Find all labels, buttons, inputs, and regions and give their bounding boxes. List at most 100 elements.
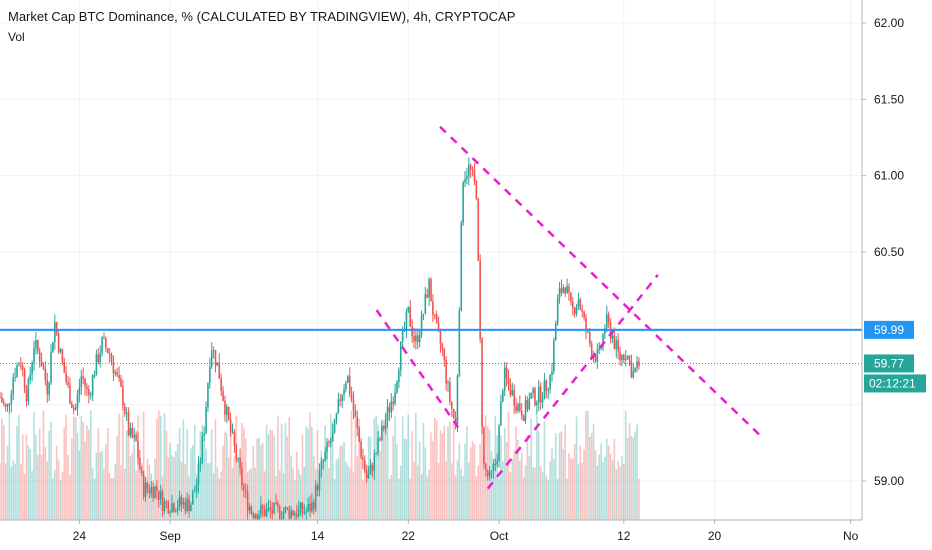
volume-bar — [233, 456, 236, 520]
candle-body — [14, 376, 16, 378]
volume-bar — [80, 415, 83, 520]
volume-bar — [426, 475, 429, 520]
candle-body — [350, 393, 353, 401]
volume-bar — [309, 412, 311, 520]
volume-bar — [252, 445, 255, 520]
candle-body — [82, 376, 84, 379]
volume-bar — [212, 473, 215, 520]
volume-bar — [35, 435, 37, 520]
time-axis[interactable] — [0, 520, 932, 550]
volume-bars — [0, 410, 640, 520]
candle-body — [554, 323, 557, 341]
volume-bar — [399, 465, 402, 520]
candle-body — [624, 358, 627, 361]
candle-body — [422, 313, 425, 315]
volume-bar — [418, 441, 421, 520]
volume-bar — [307, 428, 309, 520]
volume-bar — [254, 467, 256, 520]
y-tick-label: 61.00 — [874, 169, 904, 183]
candle-body — [48, 382, 50, 395]
candle-body — [386, 407, 389, 421]
volume-bar — [628, 423, 631, 520]
volume-bar — [135, 470, 137, 520]
candle-body — [193, 490, 196, 493]
volume-bar — [479, 443, 481, 520]
candle-body — [418, 334, 421, 343]
volume-bar — [477, 465, 480, 520]
candle-body — [564, 287, 567, 294]
candle-body — [449, 381, 451, 403]
candle-body — [341, 394, 343, 401]
volume-bar — [167, 457, 170, 520]
volume-bar — [452, 422, 455, 520]
candle-body — [150, 487, 153, 494]
volume-bar — [369, 437, 372, 520]
candle-body — [201, 435, 204, 461]
candle-body — [575, 306, 578, 315]
candle-body — [244, 490, 247, 492]
volume-bar — [554, 433, 557, 520]
volume-bar — [311, 427, 313, 520]
candle-body — [507, 378, 510, 385]
candle-body — [534, 388, 536, 406]
candle-body — [634, 367, 636, 372]
candle-body — [604, 327, 606, 335]
candle-body — [579, 299, 582, 310]
candle-body — [500, 401, 502, 426]
volume-bar — [522, 477, 525, 520]
volume-bar — [165, 430, 168, 520]
y-tick-label: 59.00 — [874, 474, 904, 488]
trend-line[interactable] — [486, 274, 659, 490]
candle-body — [46, 380, 49, 395]
candle-body — [260, 505, 262, 515]
candle-body — [503, 367, 506, 391]
volume-bar — [350, 410, 353, 520]
price-axis[interactable] — [862, 0, 932, 550]
candle-body — [581, 309, 584, 312]
candle-body — [97, 354, 100, 363]
candle-body — [246, 491, 249, 511]
volume-bar — [587, 410, 589, 520]
volume-bar — [515, 426, 517, 520]
candle-body — [292, 510, 294, 516]
candle-body — [364, 460, 366, 471]
volume-bar — [407, 414, 410, 520]
candle-body — [303, 512, 306, 514]
y-tick-label: 61.50 — [874, 92, 904, 106]
candle-body — [598, 347, 601, 350]
candle-body — [409, 306, 412, 327]
candle-body — [8, 403, 11, 405]
volume-bar — [390, 474, 393, 520]
volume-bar — [581, 462, 584, 520]
volume-bar — [413, 461, 415, 520]
volume-bar — [384, 414, 387, 520]
candle-body — [161, 491, 164, 512]
volume-bar — [526, 435, 529, 520]
candle-body — [445, 359, 447, 384]
candle-body — [328, 441, 330, 444]
hline-price-badge — [864, 320, 914, 339]
candle-body — [282, 512, 285, 519]
volume-bar — [466, 426, 468, 520]
candle-body — [67, 381, 69, 386]
candle-body — [182, 501, 185, 505]
candle-body — [59, 349, 62, 353]
candle-body — [120, 378, 122, 387]
trend-line[interactable] — [439, 125, 761, 437]
volume-bar — [231, 467, 234, 520]
volume-bar — [573, 444, 576, 520]
candle-body — [159, 491, 162, 500]
volume-bar — [335, 459, 338, 520]
volume-bar — [271, 430, 274, 520]
volume-bar — [127, 430, 130, 520]
volume-bar — [84, 441, 86, 520]
candle-body — [35, 340, 37, 348]
volume-bar — [403, 438, 406, 520]
volume-bar — [532, 467, 534, 520]
candle-body — [133, 434, 136, 438]
volume-bar — [133, 443, 136, 520]
volume-bar — [420, 474, 423, 520]
volume-bar — [173, 456, 175, 520]
candle-body — [135, 434, 137, 441]
